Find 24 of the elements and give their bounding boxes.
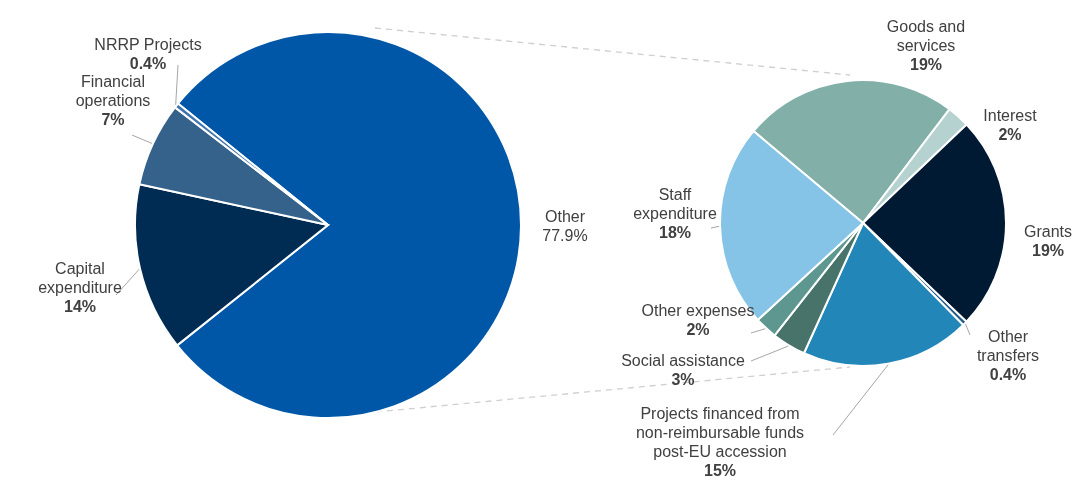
slice-label: Other	[544, 207, 586, 224]
data-label: 77.9%	[542, 226, 588, 243]
data-label: 18%	[658, 223, 692, 241]
data-label: 0.4%	[129, 54, 167, 71]
slice-label: Goods and services	[886, 17, 966, 54]
data-label: 2%	[686, 320, 710, 337]
slice-label: Financial operations	[75, 72, 151, 109]
slice-label: Other transfers	[976, 327, 1040, 364]
data-label: 7%	[101, 110, 125, 128]
slice-label: Other expenses	[641, 301, 755, 318]
data-label: 2%	[998, 125, 1022, 142]
slice-label: NRRP Projects	[94, 35, 202, 52]
data-label: 15%	[703, 461, 737, 478]
slice-label: Projects financed from non-reimbursable funds post-EU accession	[635, 404, 805, 459]
data-label: 19%	[1031, 241, 1065, 258]
slice-label: Capital expenditure	[38, 259, 122, 296]
slice-label: Interest	[983, 106, 1038, 123]
slice-label: Social assistance	[621, 351, 745, 368]
data-label: 19%	[909, 55, 943, 73]
data-label: 14%	[63, 297, 97, 315]
slice-label: Staff expenditure	[633, 185, 717, 222]
slice-label: Grants	[1023, 222, 1073, 239]
data-label: 3%	[671, 370, 695, 387]
data-label: 0.4%	[989, 365, 1027, 383]
